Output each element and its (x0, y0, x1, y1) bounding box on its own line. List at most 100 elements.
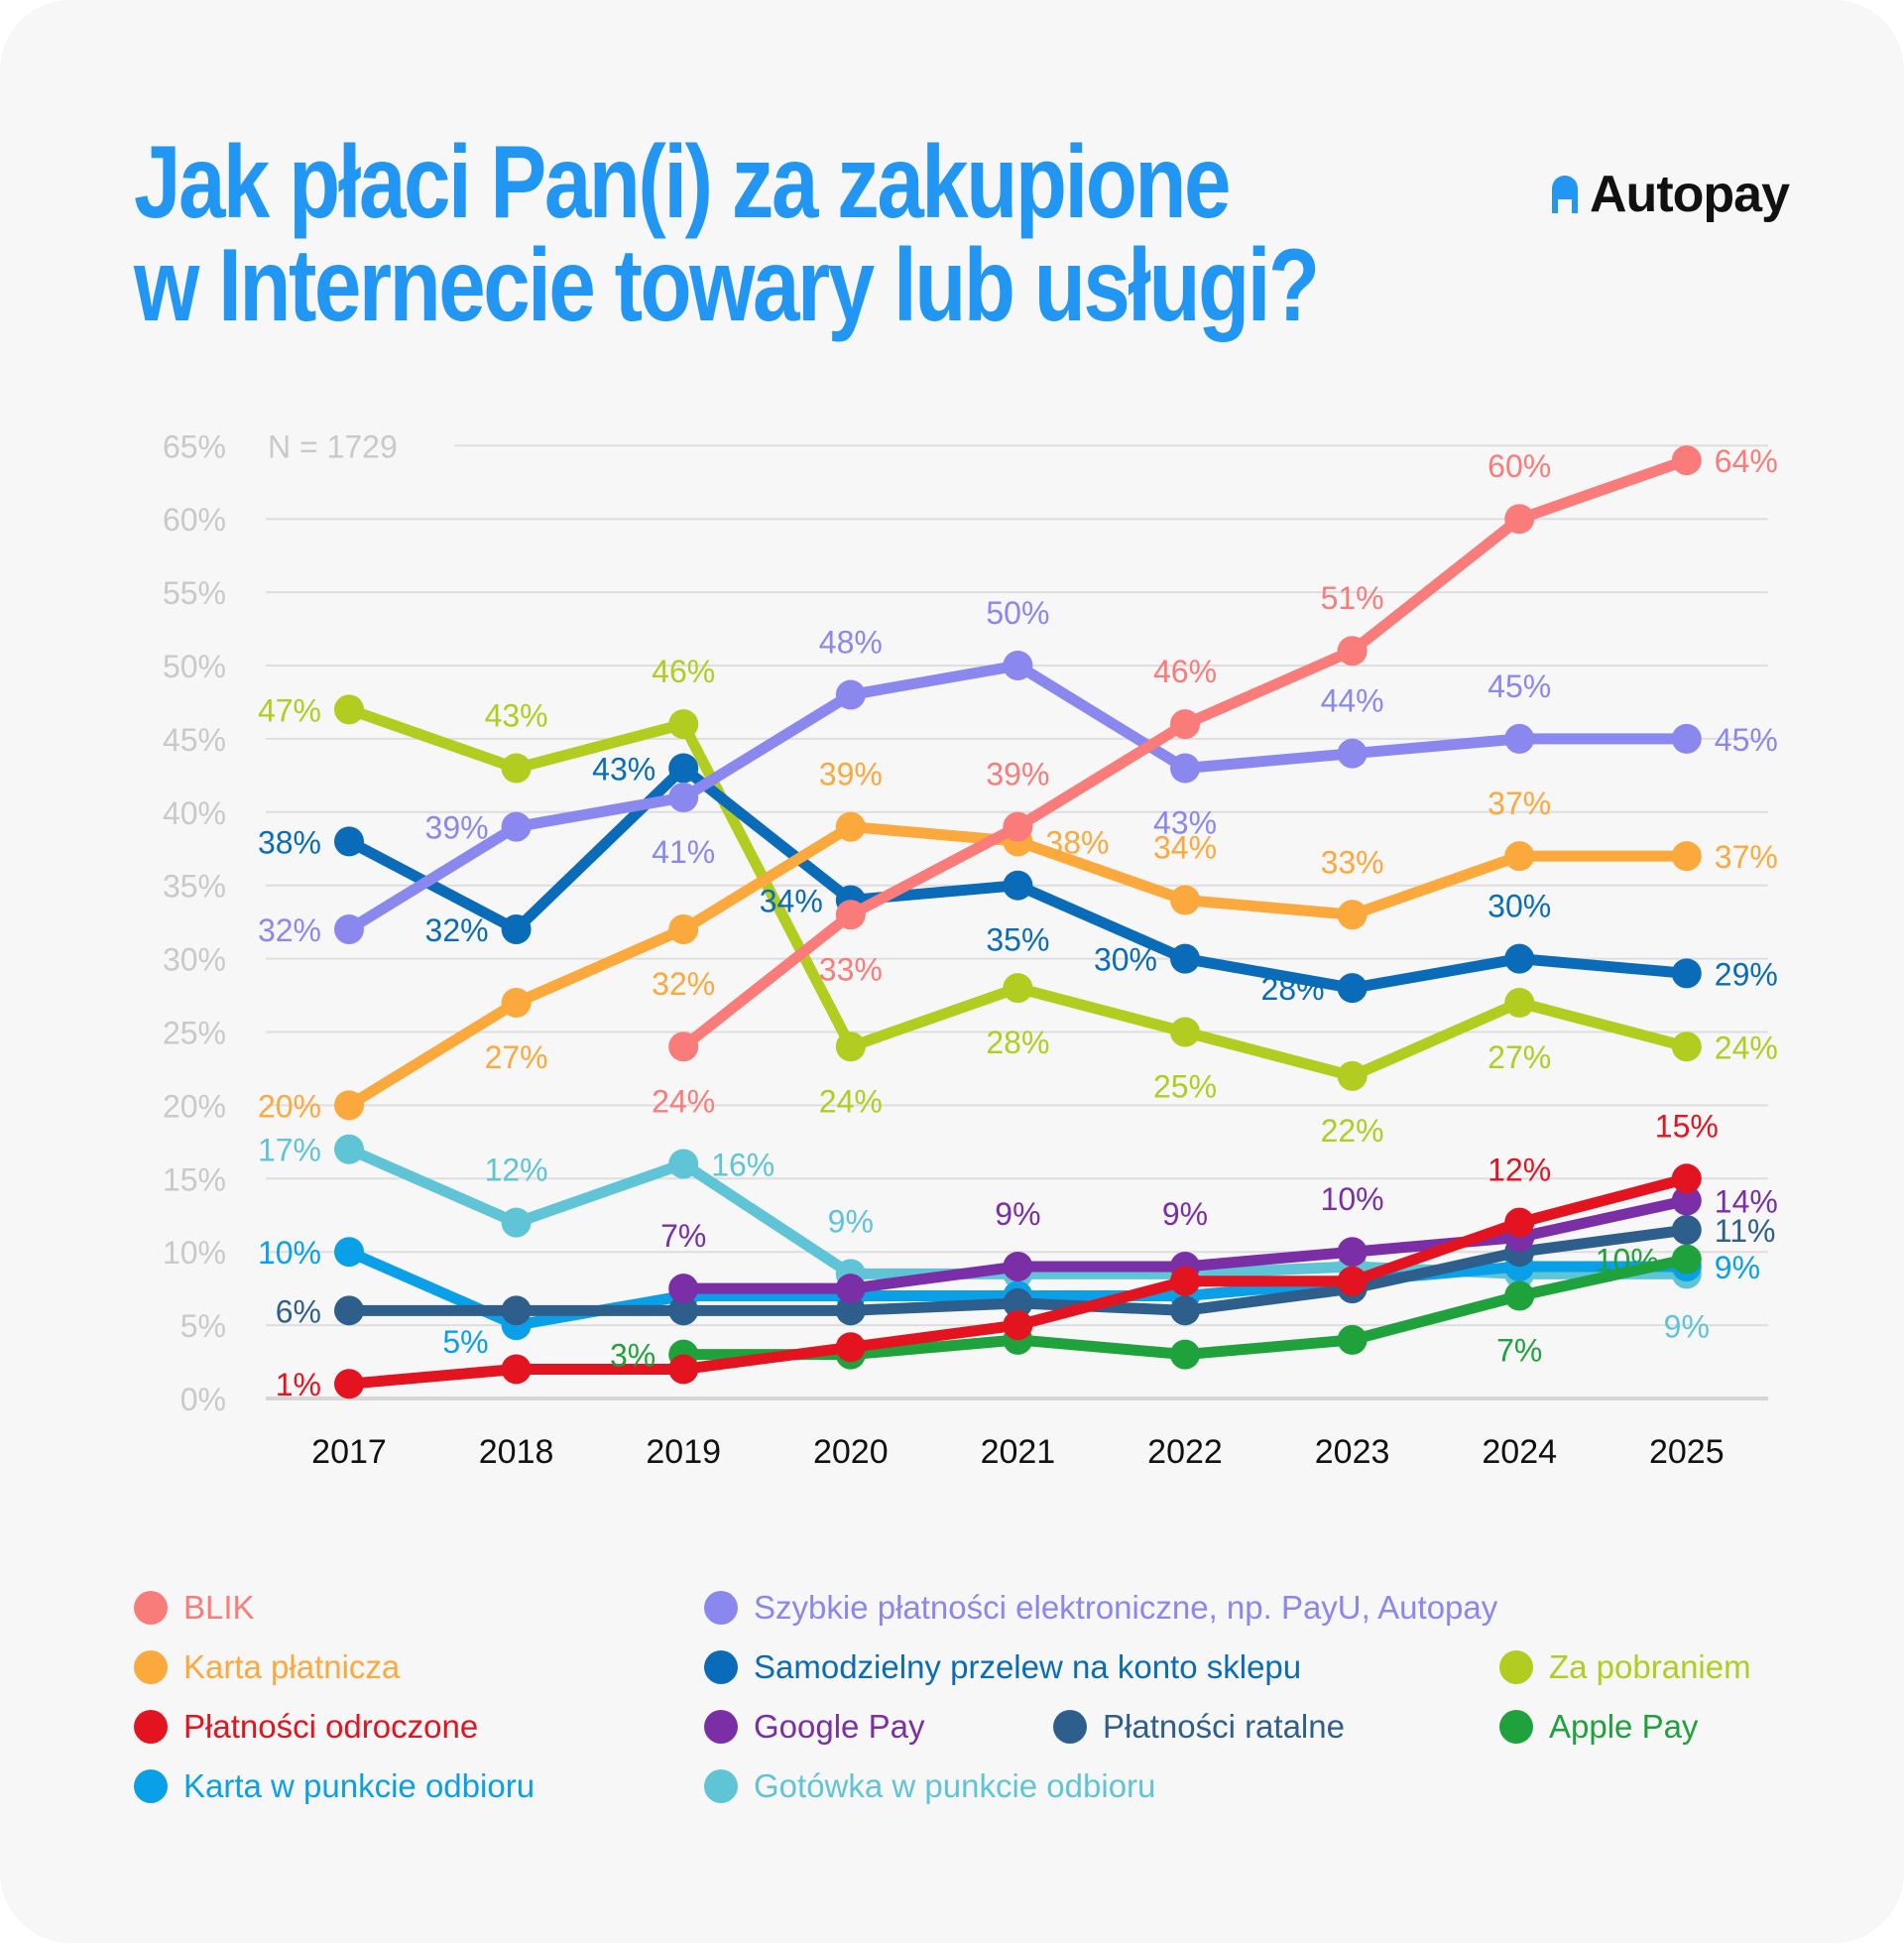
data-point-za-pobraniem (1003, 973, 1033, 1004)
data-label-szybkie-platnosci-elektroniczne-np-payu-autopay: 48% (819, 625, 883, 661)
data-point-za-pobraniem (1671, 1032, 1702, 1062)
data-point-platnosci-ratalne (668, 1295, 699, 1326)
x-tick-label: 2023 (1315, 1433, 1390, 1471)
data-point-apple-pay (1170, 1339, 1200, 1370)
y-tick-label: 40% (163, 795, 226, 831)
data-label-blik: 64% (1715, 443, 1778, 479)
y-tick-label: 60% (163, 502, 226, 538)
data-point-za-pobraniem (1170, 1017, 1200, 1047)
data-label-za-pobraniem: 24% (1715, 1030, 1778, 1065)
legend-swatch (704, 1769, 738, 1803)
legend-item-blik: BLIK (134, 1589, 255, 1627)
data-point-blik (668, 1032, 699, 1062)
legend-item-gotowka-w-punkcie-odbioru: Gotówka w punkcie odbioru (704, 1767, 1155, 1805)
data-point-za-pobraniem (835, 1032, 866, 1062)
data-point-samodzielny-przelew-na-konto-sklepu (1504, 943, 1535, 974)
data-labels-layer: 17%12% 16%9%9%10%5%9%6%11%3% 7%10%7%9% 9% 10… (258, 443, 1778, 1402)
data-label-karta-w-punkcie-odbioru: 9% (1715, 1250, 1760, 1285)
data-label-karta-platnicza: 33% (1321, 844, 1384, 880)
legend-item-karta-w-punkcie-odbioru: Karta w punkcie odbioru (134, 1767, 535, 1805)
data-point-samodzielny-przelew-na-konto-sklepu (501, 914, 532, 945)
data-label-gotowka-w-punkcie-odbioru: 9% (1664, 1308, 1710, 1344)
data-label-samodzielny-przelew-na-konto-sklepu: 28% (1261, 971, 1325, 1007)
legend-item-platnosci-odroczone: Płatności odroczone (134, 1708, 478, 1746)
legend-swatch (704, 1650, 738, 1684)
chart-title-line-1: Jak płaci Pan(i) za zakupione (134, 125, 1231, 240)
data-label-platnosci-odroczone: 12% (1488, 1153, 1551, 1188)
y-tick-label: 15% (163, 1161, 226, 1197)
data-point-google-pay (668, 1274, 699, 1304)
x-tick-label: 2018 (479, 1433, 554, 1471)
x-tick-label: 2024 (1482, 1433, 1557, 1471)
data-point-platnosci-ratalne (1671, 1215, 1702, 1246)
data-label-google-pay: 10% (1321, 1181, 1384, 1217)
data-label-blik: 39% (986, 757, 1049, 792)
data-point-karta-platnicza (1671, 841, 1702, 872)
line-chart: 0% 5% 10% 15% 20% 25% 30% 35% 40% 45% 50% 55% 60% 65%… (163, 428, 1778, 1471)
legend-swatch (1499, 1710, 1533, 1744)
data-point-karta-platnicza (501, 987, 532, 1018)
data-label-karta-platnicza: 34% (1153, 829, 1217, 865)
legend-item-apple-pay: Apple Pay (1499, 1708, 1698, 1746)
data-label-szybkie-platnosci-elektroniczne-np-payu-autopay: 45% (1715, 722, 1778, 758)
data-point-za-pobraniem (1504, 987, 1535, 1018)
x-tick-label: 2022 (1147, 1433, 1223, 1471)
legend-label: Gotówka w punkcie odbioru (754, 1767, 1156, 1804)
data-label-za-pobraniem: 25% (1153, 1069, 1217, 1105)
data-point-za-pobraniem (668, 709, 699, 740)
data-label-gotowka-w-punkcie-odbioru: 12% (485, 1153, 548, 1188)
data-point-platnosci-odroczone (1504, 1207, 1535, 1238)
data-label-szybkie-platnosci-elektroniczne-np-payu-autopay: 41% (652, 834, 715, 870)
data-label-karta-platnicza: 37% (1715, 839, 1778, 875)
data-label-platnosci-ratalne: 6% (276, 1293, 321, 1329)
data-label-szybkie-platnosci-elektroniczne-np-payu-autopay: 44% (1321, 683, 1384, 719)
x-tick-label: 2019 (646, 1433, 721, 1471)
data-point-gotowka-w-punkcie-odbioru (668, 1149, 699, 1179)
data-point-blik (1671, 445, 1702, 476)
data-point-samodzielny-przelew-na-konto-sklepu (334, 826, 364, 857)
y-tick-label: 45% (163, 722, 226, 758)
data-label-karta-platnicza: 38% (1045, 824, 1109, 860)
data-label-blik: 51% (1321, 580, 1384, 616)
data-label-google-pay: 14% (1715, 1183, 1778, 1219)
data-label-apple-pay: 3% (610, 1338, 655, 1374)
data-point-platnosci-odroczone (334, 1369, 364, 1399)
data-point-gotowka-w-punkcie-odbioru (501, 1207, 532, 1238)
data-point-platnosci-ratalne (501, 1295, 532, 1326)
data-point-samodzielny-przelew-na-konto-sklepu (1337, 973, 1368, 1004)
data-label-google-pay: 9% (1162, 1196, 1208, 1232)
legend-item-platnosci-ratalne: Płatności ratalne (1053, 1708, 1345, 1746)
data-point-platnosci-odroczone (1671, 1163, 1702, 1194)
y-tick-label: 20% (163, 1088, 226, 1124)
data-point-samodzielny-przelew-na-konto-sklepu (1170, 943, 1200, 974)
legend-item-za-pobraniem: Za pobraniem (1499, 1648, 1751, 1686)
data-label-szybkie-platnosci-elektroniczne-np-payu-autopay: 32% (258, 912, 321, 948)
data-point-karta-platnicza (1170, 885, 1200, 915)
x-tick-label: 2021 (981, 1433, 1056, 1471)
data-point-blik (1504, 504, 1535, 535)
legend-label: BLIK (183, 1589, 255, 1626)
data-label-za-pobraniem: 24% (819, 1083, 883, 1119)
data-label-szybkie-platnosci-elektroniczne-np-payu-autopay: 39% (425, 810, 489, 846)
data-point-szybkie-platnosci-elektroniczne-np-payu-autopay (334, 914, 364, 945)
data-point-samodzielny-przelew-na-konto-sklepu (668, 753, 699, 784)
data-point-blik (1003, 811, 1033, 842)
data-point-za-pobraniem (1337, 1060, 1368, 1091)
legend-swatch (134, 1710, 168, 1744)
legend-swatch (134, 1769, 168, 1803)
data-point-za-pobraniem (501, 753, 532, 784)
autopay-logo: Autopay (1552, 165, 1790, 224)
data-point-google-pay (1003, 1251, 1033, 1281)
data-label-za-pobraniem: 28% (986, 1025, 1049, 1060)
data-point-blik (1337, 636, 1368, 667)
data-label-za-pobraniem: 47% (258, 692, 321, 728)
data-label-apple-pay: 10% (1596, 1243, 1659, 1278)
data-label-szybkie-platnosci-elektroniczne-np-payu-autopay: 50% (986, 595, 1049, 631)
data-label-samodzielny-przelew-na-konto-sklepu: 35% (986, 922, 1049, 958)
legend-label: Płatności ratalne (1103, 1708, 1345, 1745)
data-point-platnosci-ratalne (835, 1295, 866, 1326)
data-point-platnosci-ratalne (1170, 1295, 1200, 1326)
data-point-google-pay (1337, 1237, 1368, 1268)
legend-label: Samodzielny przelew na konto sklepu (754, 1648, 1302, 1685)
data-label-google-pay: 7% (660, 1218, 706, 1254)
